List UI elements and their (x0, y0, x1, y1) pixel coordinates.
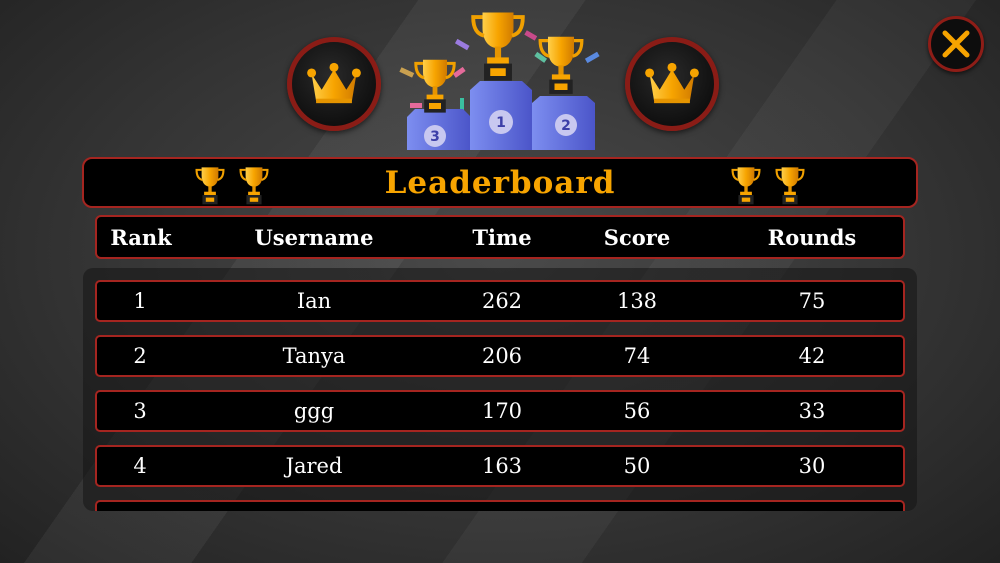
column-header-rank: Rank (110, 224, 172, 250)
rounds-cell: 42 (798, 344, 826, 368)
time-cell: 262 (481, 289, 523, 313)
crown-badge-left (287, 37, 381, 131)
rank-cell: 3 (133, 399, 147, 423)
table-row-partial (95, 500, 905, 511)
username-cell: Ian (296, 289, 332, 313)
crown-icon (306, 60, 362, 106)
trophy-icon (538, 35, 584, 96)
confetti (399, 30, 600, 110)
time-cell: 170 (481, 399, 523, 423)
leaderboard-table[interactable]: 1 Ian 262 138 75 2 Tanya 206 74 42 3 ggg… (83, 268, 917, 511)
trophy-icon (772, 164, 808, 206)
score-cell: 138 (616, 289, 658, 313)
table-row: 4 Jared 163 50 30 (95, 445, 905, 487)
rank-cell: 1 (133, 289, 147, 313)
table-row: 1 Ian 262 138 75 (95, 280, 905, 322)
page-title: Leaderboard (384, 165, 616, 201)
rounds-cell: 75 (798, 289, 826, 313)
leaderboard-title-bar: Leaderboard (82, 157, 918, 208)
column-header-rounds: Rounds (767, 224, 857, 250)
table-header: Rank Username Time Score Rounds (95, 215, 905, 259)
podium-label-first: 1 (496, 115, 506, 131)
username-cell: Tanya (282, 344, 346, 368)
table-row: 3 ggg 170 56 33 (95, 390, 905, 432)
score-cell: 50 (623, 454, 651, 478)
crown-icon (644, 60, 700, 106)
podium-label-third: 3 (430, 129, 440, 145)
score-cell: 74 (623, 344, 651, 368)
rounds-cell: 33 (798, 399, 826, 423)
column-header-username: Username (254, 224, 374, 250)
podium-label-second: 2 (561, 118, 571, 134)
crown-badge-right (625, 37, 719, 131)
podium-illustration: 1 2 3 (399, 10, 600, 150)
trophy-icon (471, 10, 525, 83)
column-header-time: Time (472, 224, 532, 250)
table-row: 2 Tanya 206 74 42 (95, 335, 905, 377)
close-button[interactable] (928, 16, 984, 72)
time-cell: 206 (481, 344, 523, 368)
rounds-cell: 30 (798, 454, 826, 478)
rank-cell: 4 (133, 454, 147, 478)
trophy-icon (728, 164, 764, 206)
score-cell: 56 (623, 399, 651, 423)
username-cell: Jared (285, 454, 343, 478)
column-header-score: Score (603, 224, 671, 250)
rank-cell: 2 (133, 344, 147, 368)
time-cell: 163 (481, 454, 523, 478)
close-x-icon (942, 30, 970, 58)
username-cell: ggg (293, 399, 335, 423)
